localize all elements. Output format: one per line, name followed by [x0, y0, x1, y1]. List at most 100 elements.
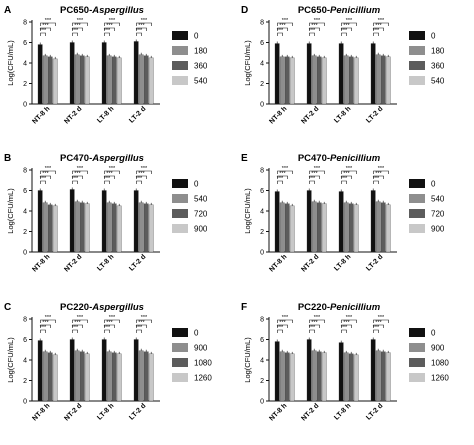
bar [69, 42, 75, 105]
significance-label: *** [72, 176, 79, 182]
bar [380, 351, 386, 402]
significance-bracket [373, 319, 389, 323]
bar [321, 352, 327, 402]
significance-label: *** [45, 166, 52, 172]
legend-label: 360 [431, 62, 445, 71]
significance-label: *** [77, 315, 84, 321]
bar [348, 56, 354, 105]
significance-bracket [373, 175, 384, 179]
bar [111, 56, 117, 105]
bar [79, 202, 85, 253]
x-tick-label: NT-2 d [300, 105, 320, 125]
significance-label: *** [138, 320, 145, 326]
significance-label: *** [378, 166, 385, 172]
x-tick-label: NT-8 h [268, 253, 288, 273]
bar [353, 354, 359, 402]
chart-title-prefix: PC650- [60, 5, 92, 16]
significance-label: *** [136, 176, 143, 182]
y-axis-label: Log(CFU/mL) [243, 40, 252, 86]
x-tick-label: NT-2 d [63, 105, 83, 125]
significance-bracket [277, 319, 293, 323]
chart-panel-e: E PC470-PenicilliumLog(CFU/mL)02468******… [241, 153, 445, 274]
bar [311, 201, 317, 253]
bar [47, 204, 53, 253]
significance-bracket [277, 22, 293, 26]
legend-label: 720 [194, 210, 208, 219]
significance-bracket [277, 180, 283, 184]
significance-label: *** [314, 315, 321, 321]
y-tick-label: 8 [23, 317, 27, 324]
significance-bracket [72, 175, 83, 179]
x-tick-label: NT-2 d [63, 402, 83, 422]
bar [348, 203, 354, 253]
bar [279, 56, 285, 105]
significance-bracket [40, 180, 46, 184]
bar [353, 57, 359, 105]
bar [84, 203, 90, 253]
significance-label: *** [77, 166, 84, 172]
significance-bracket [72, 180, 78, 184]
legend-swatch [172, 194, 188, 203]
significance-label: *** [314, 18, 321, 24]
significance-label: *** [373, 28, 380, 34]
significance-bracket [309, 329, 315, 333]
bar [289, 353, 295, 402]
bar [348, 353, 354, 402]
x-tick-label: LT-8 h [333, 402, 352, 421]
legend-swatch [172, 343, 188, 352]
significance-label: *** [309, 176, 316, 182]
legend-label: 540 [194, 77, 208, 86]
chart-title: PC470-Aspergillus [60, 153, 144, 164]
significance-bracket [136, 22, 152, 26]
y-tick-label: 8 [23, 20, 27, 27]
y-tick-label: 0 [260, 102, 264, 109]
significance-label: *** [77, 18, 84, 24]
significance-bracket [72, 329, 78, 333]
bar [284, 203, 290, 253]
bar [338, 342, 344, 402]
panel-letter: F [241, 302, 247, 313]
bar [79, 55, 85, 105]
significance-label: *** [40, 176, 47, 182]
bar [52, 58, 58, 105]
x-tick-label: NT-8 h [31, 253, 51, 273]
bar [52, 354, 58, 402]
significance-bracket [40, 22, 56, 26]
bar [316, 56, 322, 105]
x-tick-label: LT-2 d [128, 402, 147, 421]
significance-label: *** [375, 23, 382, 29]
significance-label: *** [104, 28, 111, 34]
y-tick-label: 8 [260, 168, 264, 175]
chart-title: PC220-Penicillium [298, 302, 381, 313]
legend-swatch [172, 373, 188, 382]
significance-label: *** [74, 320, 81, 326]
bar [101, 339, 107, 402]
bar [284, 56, 290, 105]
legend-swatch [409, 328, 425, 337]
significance-bracket [40, 32, 46, 36]
y-tick-label: 6 [23, 40, 27, 47]
bar [321, 203, 327, 253]
x-tick-label: LT-8 h [96, 105, 115, 124]
significance-bracket [341, 27, 352, 31]
significance-bracket [72, 22, 88, 26]
bar [138, 350, 144, 402]
legend-swatch [409, 224, 425, 233]
significance-label: *** [279, 23, 286, 29]
chart-title-prefix: PC650- [298, 5, 330, 16]
chart-title-species: Penicillium [330, 153, 381, 164]
bar [37, 190, 43, 253]
bar [37, 44, 43, 105]
y-tick-label: 6 [260, 337, 264, 344]
legend-label: 1080 [194, 359, 212, 368]
significance-bracket [72, 32, 78, 36]
bar [74, 201, 80, 253]
x-tick-label: NT-2 d [63, 253, 83, 273]
chart-panel-d: D PC650-PenicilliumLog(CFU/mL)02468******… [241, 5, 445, 126]
bar [385, 56, 391, 105]
legend-swatch [172, 46, 188, 55]
legend-swatch [172, 179, 188, 188]
legend-swatch [409, 358, 425, 367]
chart-title-prefix: PC470- [60, 153, 92, 164]
bar [133, 190, 139, 253]
